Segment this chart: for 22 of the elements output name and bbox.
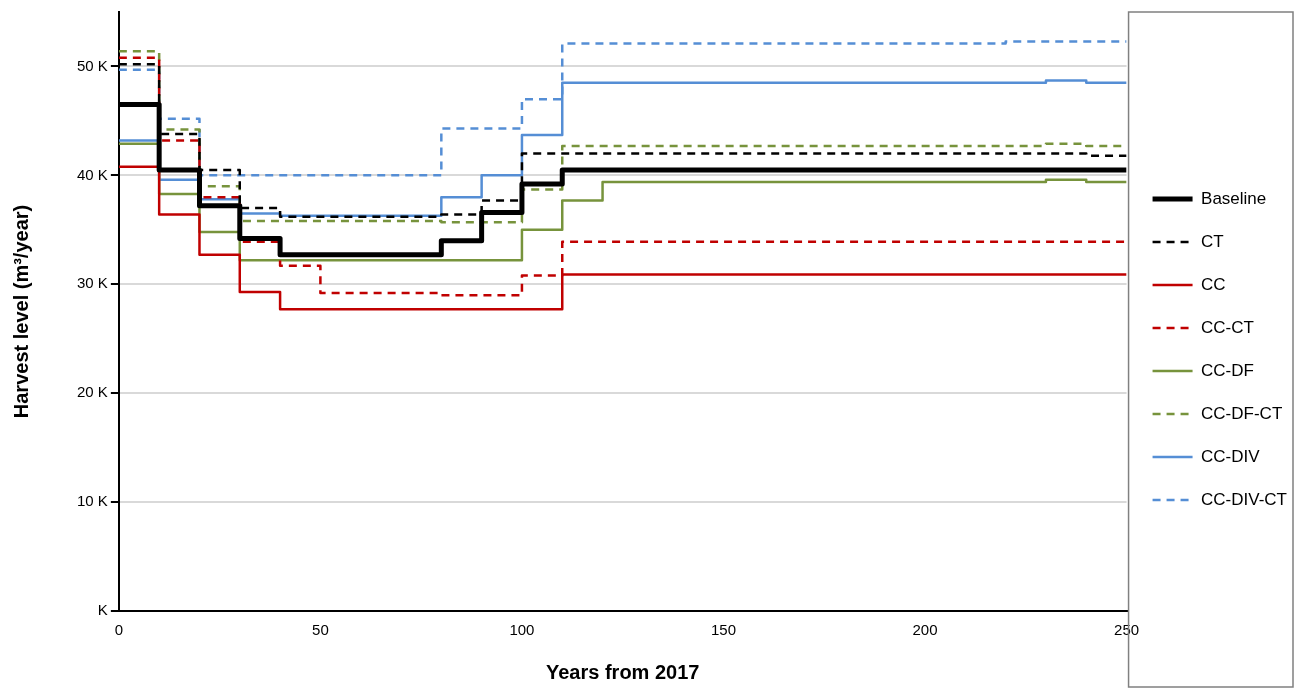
y-tick-label: 40 K (77, 165, 108, 183)
x-tick-label: 150 (710, 621, 736, 639)
y-tick-label: 20 K (77, 383, 108, 401)
legend-label: CC-DIV-CT (1201, 489, 1288, 509)
legend-label: CT (1201, 231, 1224, 251)
x-axis-title: Years from 2017 (545, 660, 700, 683)
y-tick-label: 30 K (77, 274, 108, 292)
x-tick-label: 250 (1114, 621, 1140, 639)
legend-label: CC (1201, 274, 1226, 294)
y-tick-label: 10 K (77, 492, 108, 510)
legend-label: CC-DF (1201, 360, 1254, 380)
y-tick-label: K (97, 601, 108, 619)
x-tick-label: 50 (312, 621, 329, 639)
x-tick-label: 100 (509, 621, 535, 639)
y-tick-label: 50 K (77, 56, 108, 74)
y-axis-title: Harvest level (m³/year) (9, 204, 32, 419)
x-tick-label: 0 (114, 621, 124, 639)
legend-label: CC-DF-CT (1201, 403, 1283, 423)
x-tick-label: 200 (912, 621, 938, 639)
legend-label: CC-DIV (1201, 446, 1261, 466)
legend-label: Baseline (1201, 188, 1267, 208)
legend-label: CC-CT (1201, 317, 1254, 337)
